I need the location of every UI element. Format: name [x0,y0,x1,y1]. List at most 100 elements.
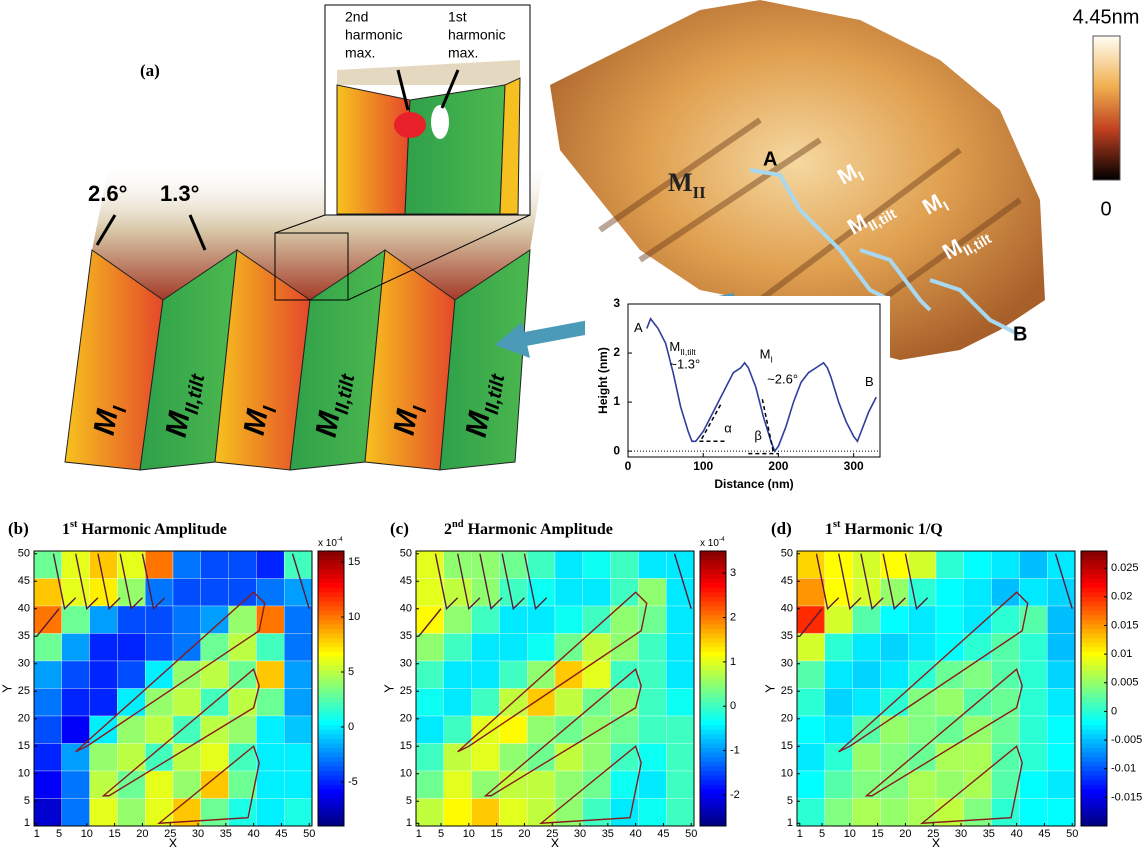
heatmap-cell [62,689,90,717]
panel-title: 2nd Harmonic Amplitude [444,519,613,538]
heatmap-cell [638,771,666,799]
colorbar-segment [700,629,726,634]
heatmap-cell [666,799,694,827]
x-tick-label: 50 [685,828,697,840]
colorbar-segment [318,634,344,639]
heatmap-cell [583,744,611,772]
colorbar-segment [700,725,726,730]
heatmap-cell [880,606,908,634]
colorbar-segment [1081,776,1107,781]
heatmap-cell [555,634,583,662]
colorbar-segment [318,601,344,606]
y-axis-label: Y [0,684,14,693]
heatmap-cell [256,551,284,579]
colorbar-segment [1081,560,1107,565]
heatmap-cell [416,771,444,799]
colorbar-segment [318,679,344,684]
heatmap-cell [936,661,964,689]
panel-label: (c) [390,519,409,538]
colorbar-segment [318,689,344,694]
colorbar-segment [1081,799,1107,804]
heatmap-cell [284,661,312,689]
heatmap-cell [908,661,936,689]
y-tick-label: 50 [400,548,412,560]
heatmap-cell [527,579,555,607]
heatmap-cell [472,634,500,662]
colorbar-segment [318,789,344,794]
heatmap-cell [964,661,992,689]
colorbar-segment [1081,569,1107,574]
colorbar-segment [1081,789,1107,794]
colorbar-segment [700,803,726,808]
colorbar-segment [700,615,726,620]
colorbar-segment [700,588,726,593]
heatmap-cell [964,551,992,579]
heatmap-cell [90,799,118,827]
heatmap-cell [256,744,284,772]
colorbar-segment [318,753,344,758]
heatmap-cell [173,579,201,607]
heatmap-cell [90,689,118,717]
heatmap-cell [611,689,639,717]
heatmap-cell [499,716,527,744]
colorbar-segment [1081,634,1107,639]
colorbar-tick-label: -1 [730,745,740,757]
colorbar-scale-part: -4 [719,536,725,543]
colorbar-segment [700,762,726,767]
profile-background [585,296,890,506]
y-tick-label: 1 [787,817,793,829]
colorbar-segment [1081,757,1107,762]
heatmap-cell [527,799,555,827]
x-tick-label: 1 [416,828,422,840]
heatmap-cell [666,634,694,662]
colorbar-segment [700,771,726,776]
colorbar-segment [1081,812,1107,817]
heatmap-cell [1019,799,1047,827]
heatmap-cell [880,716,908,744]
heatmap-cell [145,634,173,662]
colorbar-segment [318,647,344,652]
heatmap-cell [1019,661,1047,689]
x-tick-label: 35 [983,828,995,840]
colorbar-segment [1081,583,1107,588]
colorbar-segment [1081,702,1107,707]
colorbar-segment [1081,766,1107,771]
heatmap-cell [201,799,229,827]
heatmap-cell [1047,799,1075,827]
colorbar-segment [318,556,344,561]
heatmap-cell [256,579,284,607]
heatmap-cell [472,689,500,717]
heatmap-cell [666,661,694,689]
colorbar-segment [318,771,344,776]
colorbar-segment [1081,730,1107,735]
x-tick-label: 50 [1066,828,1078,840]
angle-label: 1.3° [160,181,199,206]
annotation: ~2.6° [767,371,798,386]
heatmap-cell [611,634,639,662]
colorbar-segment [318,748,344,753]
colorbar-segment [1081,661,1107,666]
colorbar-segment [700,739,726,744]
x-tick-label: 100 [693,459,713,473]
heatmap-cell [145,551,173,579]
colorbar-segment [700,675,726,680]
panel-label: (d) [771,519,792,538]
colorbar-segment [1081,643,1107,648]
colorbar-tick-label: 0 [1111,705,1117,717]
heatmap-cell [416,634,444,662]
colorbar-segment [1081,817,1107,822]
annotation: A [634,320,643,335]
colorbar-segment [1081,744,1107,749]
heatmap-cell [229,634,257,662]
heatmap-cell [555,661,583,689]
heatmap-cell [638,579,666,607]
colorbar-segment [700,643,726,648]
heatmap-cell [117,661,145,689]
x-tick-label: 10 [844,828,856,840]
colorbar-tick-label: 4.45nm [1073,6,1140,28]
colorbar-segment [700,689,726,694]
heatmap-cell [1019,551,1047,579]
colorbar-segment [1081,615,1107,620]
colorbar-tick-label: 0 [1100,198,1111,220]
heatmap-cell [527,551,555,579]
